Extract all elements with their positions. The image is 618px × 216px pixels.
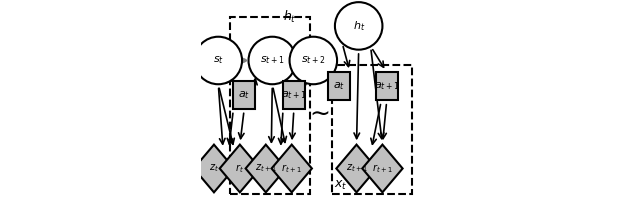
Text: $s_{t+1}$: $s_{t+1}$ — [260, 55, 285, 66]
Text: $s_{t+2}$: $s_{t+2}$ — [301, 55, 326, 66]
FancyBboxPatch shape — [328, 72, 350, 100]
Polygon shape — [219, 145, 260, 192]
Text: $h_t$: $h_t$ — [283, 9, 297, 25]
Circle shape — [290, 37, 337, 84]
Text: $a_t$: $a_t$ — [333, 81, 345, 92]
Text: $\sim$: $\sim$ — [305, 100, 330, 124]
Text: $a_{t+1}$: $a_{t+1}$ — [281, 89, 307, 101]
Polygon shape — [245, 145, 286, 192]
Text: $z_{t+1}$: $z_{t+1}$ — [345, 163, 368, 174]
Circle shape — [195, 37, 242, 84]
Text: $r_{t+1}$: $r_{t+1}$ — [281, 162, 302, 175]
FancyBboxPatch shape — [234, 81, 255, 109]
Text: $z_{t+1}$: $z_{t+1}$ — [255, 163, 277, 174]
Polygon shape — [194, 145, 234, 192]
Polygon shape — [271, 145, 312, 192]
Polygon shape — [336, 145, 377, 192]
Polygon shape — [362, 145, 403, 192]
Text: $h_t$: $h_t$ — [352, 19, 365, 33]
Circle shape — [335, 2, 383, 50]
FancyBboxPatch shape — [376, 72, 397, 100]
Text: $x_t$: $x_t$ — [334, 179, 347, 192]
Text: $z_t$: $z_t$ — [209, 163, 219, 174]
Text: $r_t$: $r_t$ — [235, 162, 244, 175]
Circle shape — [248, 37, 296, 84]
Text: $a_t$: $a_t$ — [238, 89, 250, 101]
Text: $r_{t+1}$: $r_{t+1}$ — [372, 162, 393, 175]
Text: $s_t$: $s_t$ — [213, 55, 224, 66]
FancyBboxPatch shape — [283, 81, 305, 109]
Text: $a_{t+1}$: $a_{t+1}$ — [374, 81, 400, 92]
